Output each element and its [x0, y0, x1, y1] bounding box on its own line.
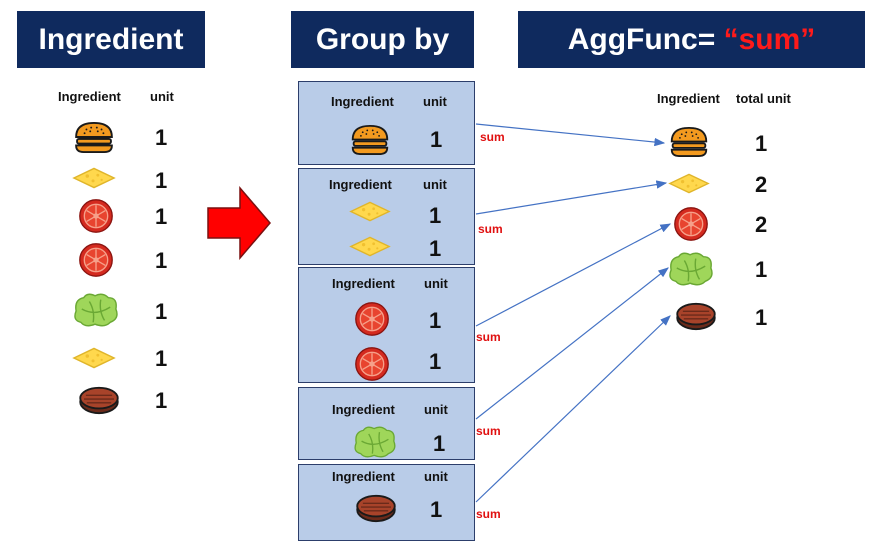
group-unit-value: 1: [430, 497, 443, 522]
left-title-text: Ingredient: [38, 22, 184, 56]
group-unit-value: 1: [429, 236, 442, 261]
group-unit-value: 1: [429, 349, 442, 374]
result-col-total: total unit: [736, 91, 791, 106]
patty-icon: [675, 301, 717, 331]
lettuce-icon: [667, 251, 715, 287]
tomato-icon: [673, 206, 709, 242]
result-total-value: 2: [755, 172, 768, 197]
left-title: Ingredient: [17, 11, 205, 68]
group-patty: Ingredient unit 1: [298, 464, 475, 541]
left-unit-value: 1: [155, 168, 168, 193]
group-unit-value: 1: [433, 431, 446, 456]
result-total-value: 1: [755, 305, 768, 330]
group-col-unit: unit: [424, 469, 448, 484]
bun-icon: [669, 126, 709, 157]
left-unit-value: 1: [155, 299, 168, 324]
group-lettuce: Ingredient unit 1: [298, 387, 475, 460]
group-col-unit: unit: [423, 94, 447, 109]
group-bun: Ingredient unit 1: [298, 81, 475, 165]
group-tomato: Ingredient unit 1 1: [298, 267, 475, 383]
result-total-value: 1: [755, 131, 768, 156]
cheese-icon: [668, 172, 710, 195]
sum-label: sum: [480, 130, 505, 144]
sum-label: sum: [476, 330, 501, 344]
group-col-ingredient: Ingredient: [331, 94, 394, 109]
left-unit-value: 1: [155, 388, 168, 413]
group-col-ingredient: Ingredient: [332, 469, 395, 484]
connector-arrow: [475, 180, 668, 215]
group-col-ingredient: Ingredient: [332, 276, 395, 291]
big-arrow-right-icon: [207, 186, 271, 260]
left-unit-value: 1: [155, 204, 168, 229]
left-col-unit: unit: [150, 89, 174, 104]
group-col-unit: unit: [424, 276, 448, 291]
groupby-title: Group by: [291, 11, 474, 68]
left-col-ingredient: Ingredient: [58, 89, 121, 104]
group-unit-value: 1: [429, 308, 442, 333]
aggfunc-title: AggFunc= “sum”: [518, 11, 865, 68]
result-total-value: 1: [755, 257, 768, 282]
group-col-unit: unit: [423, 177, 447, 192]
connector-arrow: [475, 315, 671, 503]
group-unit-value: 1: [429, 203, 442, 228]
group-cheese: Ingredient unit 1 1: [298, 168, 475, 265]
left-unit-value: 1: [155, 125, 168, 150]
aggfunc-title-prefix: AggFunc=: [567, 22, 724, 56]
sum-label: sum: [476, 507, 501, 521]
group-unit-value: 1: [430, 127, 443, 152]
aggfunc-title-accent: “sum”: [723, 22, 816, 56]
group-col-ingredient: Ingredient: [332, 402, 395, 417]
connector-arrow: [475, 267, 669, 420]
group-col-ingredient: Ingredient: [329, 177, 392, 192]
connector-arrow: [475, 223, 672, 327]
result-total-value: 2: [755, 212, 768, 237]
sum-label: sum: [478, 222, 503, 236]
left-unit-value: 1: [155, 248, 168, 273]
group-col-unit: unit: [424, 402, 448, 417]
groupby-title-text: Group by: [315, 22, 450, 56]
sum-label: sum: [476, 424, 501, 438]
connector-arrow: [475, 123, 666, 147]
result-col-ingredient: Ingredient: [657, 91, 720, 106]
left-unit-value: 1: [155, 346, 168, 371]
